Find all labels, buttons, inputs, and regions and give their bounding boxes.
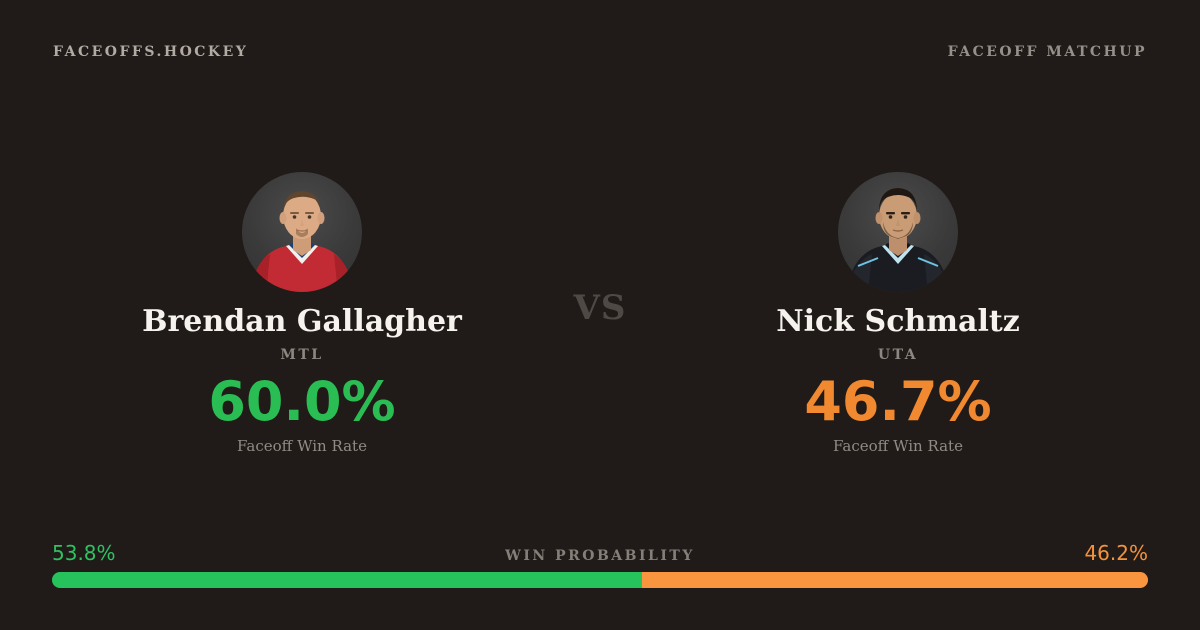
player-photo-right bbox=[838, 172, 958, 292]
player-card-left: Brendan Gallagher MTL 60.0% Faceoff Win … bbox=[102, 172, 502, 455]
faceoff-win-rate-label-right: Faceoff Win Rate bbox=[833, 437, 963, 455]
win-probability-left-value: 53.8% bbox=[52, 541, 116, 565]
faceoff-win-rate-right: 46.7% bbox=[804, 370, 992, 433]
win-probability-bar-left-segment bbox=[52, 572, 642, 588]
faceoff-win-rate-label-left: Faceoff Win Rate bbox=[237, 437, 367, 455]
win-probability-title: WIN PROBABILITY bbox=[505, 548, 695, 564]
site-brand: FACEOFFS.HOCKEY bbox=[53, 44, 249, 60]
player-portrait-illustration bbox=[250, 191, 354, 292]
player-name-left: Brendan Gallagher bbox=[142, 304, 462, 339]
player-photo-left bbox=[242, 172, 362, 292]
vs-label: VS bbox=[573, 288, 627, 328]
page-label: FACEOFF MATCHUP bbox=[947, 44, 1147, 60]
header: FACEOFFS.HOCKEY FACEOFF MATCHUP bbox=[53, 44, 1147, 60]
player-team-left: MTL bbox=[280, 347, 324, 363]
player-team-right: UTA bbox=[877, 347, 919, 363]
win-probability-labels: 53.8% WIN PROBABILITY 46.2% bbox=[52, 543, 1148, 564]
faceoff-win-rate-left: 60.0% bbox=[208, 370, 396, 433]
win-probability-bar bbox=[52, 572, 1148, 588]
player-portrait-illustration bbox=[846, 188, 950, 292]
win-probability-right-value: 46.2% bbox=[1084, 541, 1148, 565]
win-probability-bar-right-segment bbox=[641, 572, 1148, 588]
player-name-right: Nick Schmaltz bbox=[776, 304, 1020, 339]
player-card-right: Nick Schmaltz UTA 46.7% Faceoff Win Rate bbox=[698, 172, 1098, 455]
